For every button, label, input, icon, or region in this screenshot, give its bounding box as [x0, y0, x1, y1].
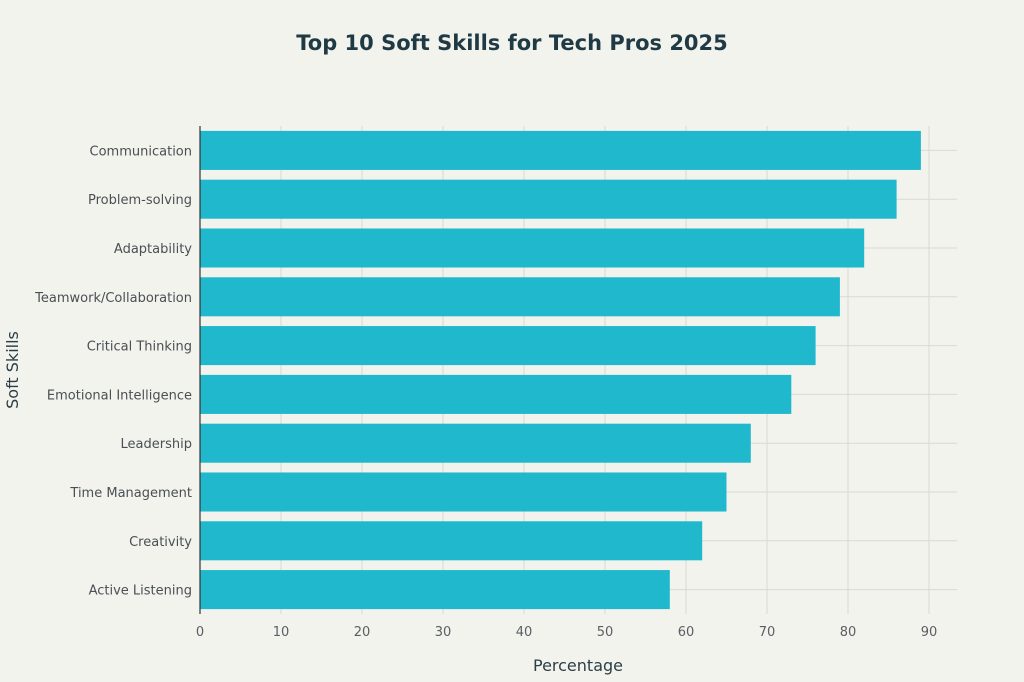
- bar: [200, 228, 865, 268]
- bar: [200, 570, 670, 610]
- x-tick-label: 90: [921, 625, 938, 640]
- category-label: Emotional Intelligence: [47, 388, 192, 403]
- bar: [200, 472, 727, 512]
- x-tick-label: 30: [435, 625, 452, 640]
- category-label: Teamwork/Collaboration: [34, 291, 192, 306]
- x-tick-label: 80: [840, 625, 857, 640]
- category-label: Communication: [90, 144, 192, 159]
- x-tick-label: 70: [759, 625, 776, 640]
- x-tick-label: 60: [678, 625, 695, 640]
- category-label: Time Management: [69, 486, 192, 501]
- x-axis-label: Percentage: [533, 656, 623, 675]
- x-tick-label: 20: [354, 625, 371, 640]
- x-tick-label: 10: [273, 625, 290, 640]
- bar: [200, 374, 792, 414]
- x-tick-label: 50: [597, 625, 614, 640]
- category-label: Problem-solving: [88, 193, 192, 208]
- x-tick-label: 0: [196, 625, 204, 640]
- x-tick-labels: 0 10 20 30 40 50 60 70 80 90: [196, 625, 937, 640]
- category-label: Adaptability: [114, 242, 192, 257]
- category-label: Creativity: [129, 535, 192, 550]
- bar: [200, 130, 921, 170]
- category-label: Leadership: [121, 437, 192, 452]
- chart-title: Top 10 Soft Skills for Tech Pros 2025: [296, 31, 728, 55]
- bar: [200, 326, 816, 366]
- category-label: Critical Thinking: [87, 340, 192, 355]
- x-tick-label: 40: [516, 625, 533, 640]
- category-labels: Communication Problem-solving Adaptability…: [34, 144, 192, 598]
- bar: [200, 277, 840, 317]
- bars: [200, 130, 921, 610]
- bar: [200, 179, 897, 219]
- bar: [200, 423, 751, 463]
- bar: [200, 521, 703, 561]
- y-axis-label: Soft Skills: [3, 331, 22, 409]
- category-label: Active Listening: [89, 584, 192, 599]
